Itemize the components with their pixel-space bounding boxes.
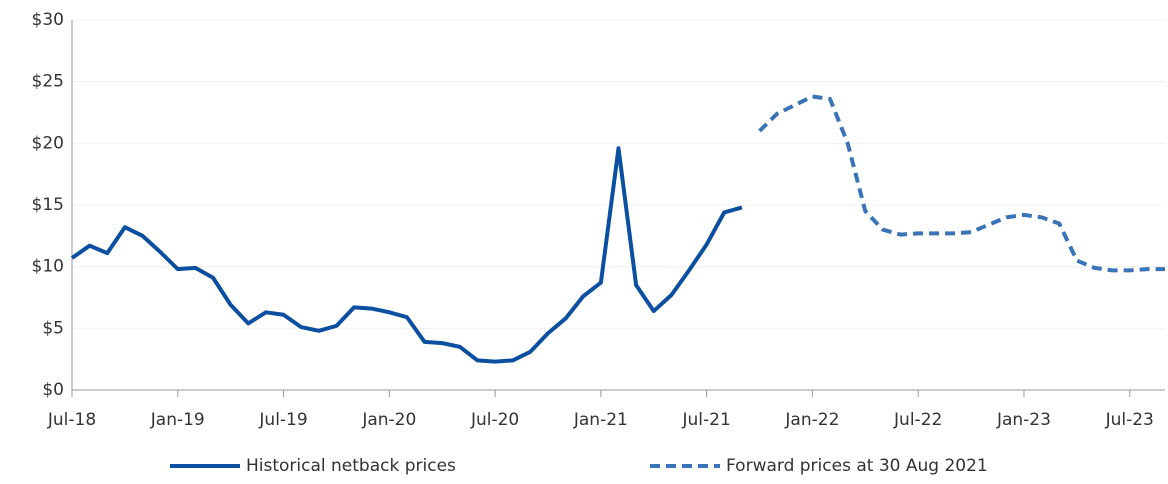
y-tick-label: $10 xyxy=(32,257,64,277)
series-line xyxy=(70,146,743,364)
x-tick-label: Jul-21 xyxy=(682,410,731,430)
x-tick-label: Jul-22 xyxy=(893,410,942,430)
y-tick-label: $5 xyxy=(42,318,64,338)
x-tick-label: Jan-23 xyxy=(996,410,1051,430)
x-tick-label: Jan-21 xyxy=(573,410,628,430)
legend-label: Forward prices at 30 Aug 2021 xyxy=(726,456,988,476)
y-tick-label: $25 xyxy=(32,72,64,92)
x-tick-label: Jul-18 xyxy=(47,410,96,430)
series-line xyxy=(758,94,1165,273)
x-tick-label: Jul-23 xyxy=(1105,410,1154,430)
x-tick-label: Jul-19 xyxy=(258,410,307,430)
y-tick-label: $15 xyxy=(32,195,64,215)
y-tick-label: $30 xyxy=(32,10,64,30)
y-tick-label: $20 xyxy=(32,133,64,153)
x-tick-label: Jan-22 xyxy=(784,410,839,430)
x-tick-label: Jan-19 xyxy=(150,410,205,430)
x-tick-label: Jul-20 xyxy=(470,410,519,430)
y-tick-label: $0 xyxy=(42,380,64,400)
x-tick-label: Jan-20 xyxy=(361,410,416,430)
legend-label: Historical netback prices xyxy=(246,456,456,476)
